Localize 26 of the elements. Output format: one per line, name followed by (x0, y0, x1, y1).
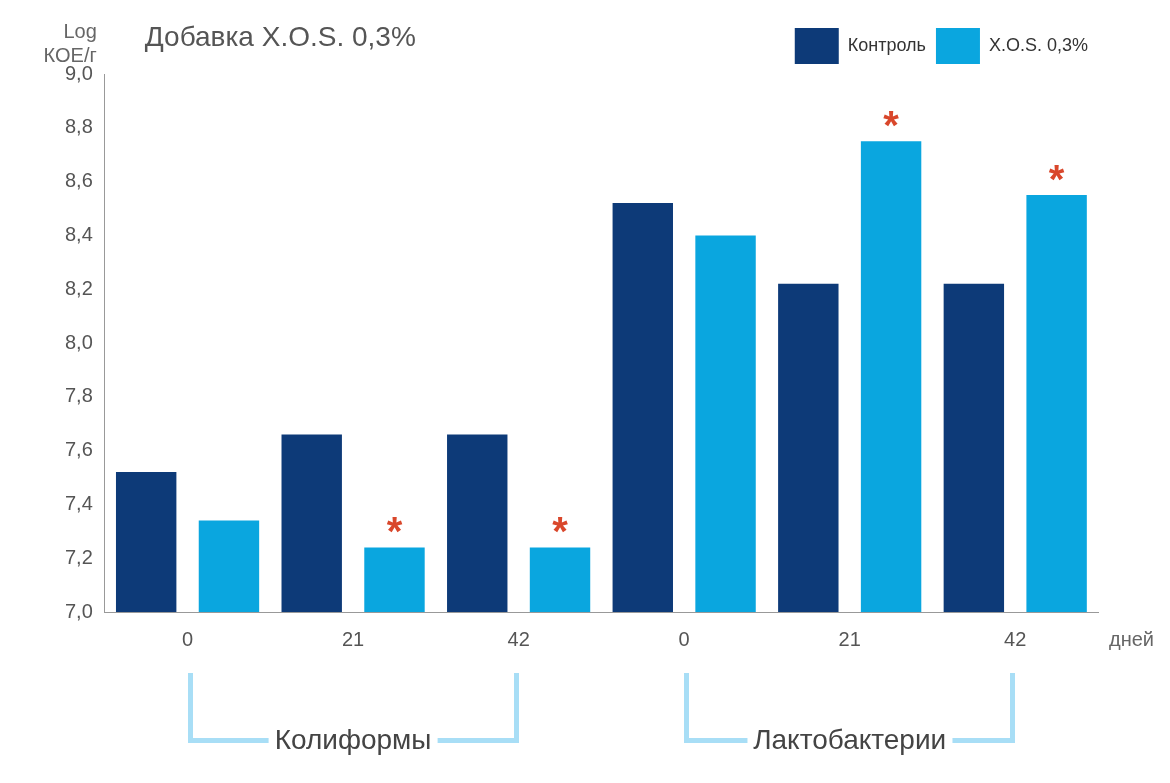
data-label: * (386, 509, 403, 554)
legend-label: X.O.S. 0,3% (988, 34, 1088, 55)
y-tick-label: 7,6 (64, 438, 93, 461)
text: Колиформы (268, 724, 438, 756)
data-label: * (552, 509, 569, 554)
y-tick-label: 7,2 (64, 545, 93, 568)
data-label: * (883, 103, 900, 148)
y-tick-label: 8,8 (64, 115, 93, 138)
y-tick-label: 8,4 (64, 222, 93, 245)
x-tick-label: 21 (838, 627, 861, 650)
y-tick-label: 7,0 (64, 599, 93, 622)
x-tick-label: 0 (678, 627, 690, 650)
y-tick-label: 8,6 (64, 169, 93, 192)
y-tick-label: 8,2 (64, 276, 93, 299)
x-tick-label: 42 (507, 627, 530, 650)
x-axis-title: дней (1108, 627, 1154, 650)
chart-title: Добавка X.O.S. 0,3% (144, 20, 416, 52)
y-tick-label: 7,8 (64, 384, 93, 407)
x-tick-label: 0 (182, 627, 194, 650)
x-tick-label: 21 (341, 627, 365, 650)
y-tick-label: 8,0 (64, 330, 93, 353)
text: Лактобактерии (747, 724, 953, 756)
data-label: * (1048, 157, 1065, 202)
x-tick-label: 42 (1004, 627, 1027, 650)
legend-label: Контроль (847, 34, 926, 55)
y-tick-label: 7,4 (64, 491, 93, 514)
